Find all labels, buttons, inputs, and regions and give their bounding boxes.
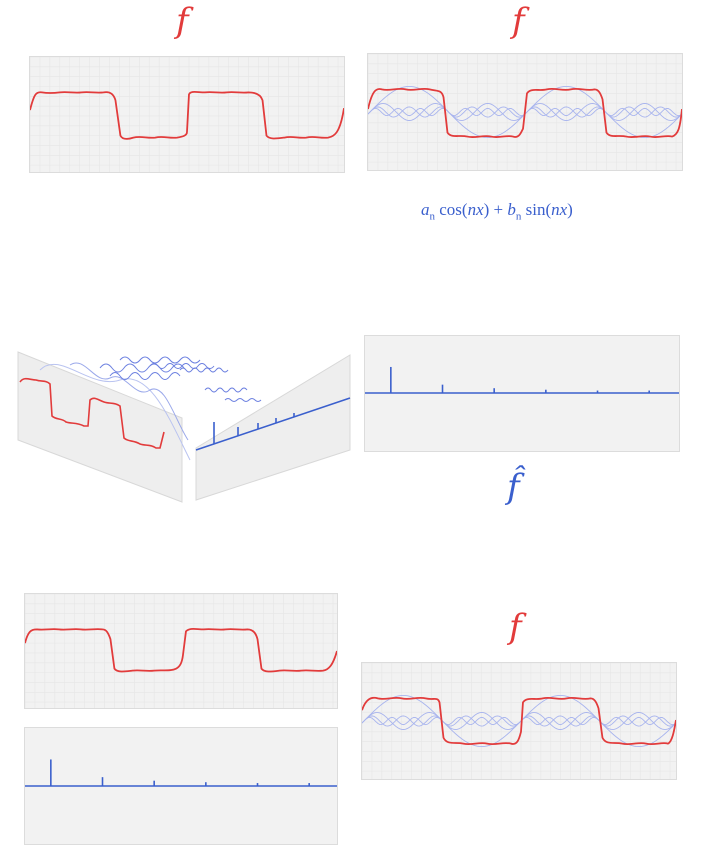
formula-nx-1: nx [467, 200, 484, 219]
formula-n-sub-1: n [429, 210, 436, 223]
harmonic-component [362, 716, 676, 726]
spectrum-spikes [390, 366, 650, 394]
square-wave-line [30, 91, 344, 140]
square-wave-plot-bottom [25, 594, 337, 708]
square-wave-line [25, 628, 337, 673]
fourier-series-formula: an cos(nx) + bn sin(nx) [421, 200, 573, 222]
spectrum-plot [365, 366, 679, 394]
perspective-3d-view [17, 351, 351, 503]
perspective-components [39, 356, 262, 461]
square-wave-line [368, 87, 682, 139]
square-wave-line [362, 696, 676, 746]
perspective-spectrum-spikes [213, 413, 295, 444]
formula-cos: cos( [435, 200, 468, 219]
f-label-bottom-right: f [509, 607, 522, 647]
spectrum-spikes [50, 759, 310, 786]
perspective-spectrum-axis [195, 397, 351, 451]
formula-nx-2: nx [551, 200, 568, 219]
square-wave-components-plot [368, 54, 682, 170]
spectrum-plot-bottom [25, 759, 337, 787]
time-plane [17, 351, 183, 503]
perspective-square-wave [19, 377, 165, 449]
spectrum-panel-bottom [24, 727, 338, 845]
square-wave-panel-bottom [24, 593, 338, 709]
frequency-plane [195, 354, 351, 501]
formula-n-sub-2: n [515, 210, 522, 223]
f-hat-label: f̂ [507, 467, 520, 507]
formula-close: ) [567, 200, 573, 219]
formula-b: b [507, 200, 516, 219]
f-label-top-left: f [176, 1, 189, 41]
formula-sin: sin( [521, 200, 552, 219]
square-wave-components-plot-bottom [362, 663, 676, 779]
square-wave-panel-top [29, 56, 345, 173]
formula-plus: ) + [483, 200, 508, 219]
square-wave-plot [30, 57, 344, 172]
square-wave-components-panel-bottom [361, 662, 677, 780]
spectrum-panel-mid [364, 335, 680, 452]
formula-a: a [421, 200, 430, 219]
f-label-top-right: f [512, 1, 525, 41]
square-wave-components-panel-top [367, 53, 683, 171]
sine-components [362, 695, 676, 747]
